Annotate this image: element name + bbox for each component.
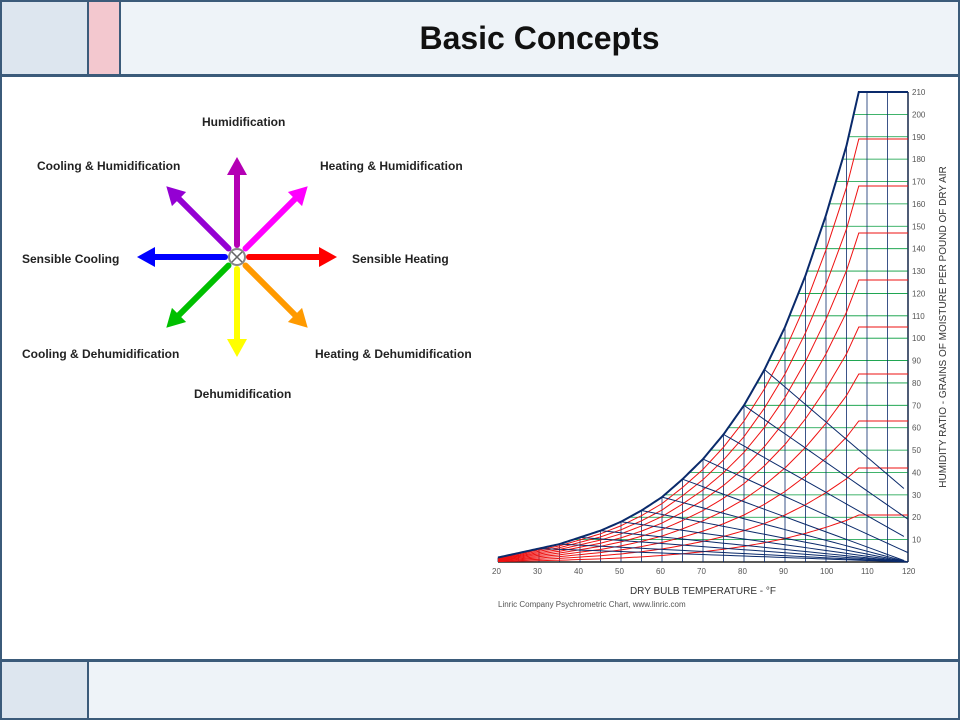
svg-text:70: 70 (697, 567, 706, 576)
svg-text:30: 30 (912, 491, 921, 500)
svg-text:190: 190 (912, 133, 926, 142)
svg-text:90: 90 (912, 357, 921, 366)
arrow-label: Heating & Humidification (320, 159, 463, 173)
svg-text:Linric Company Psychrometric C: Linric Company Psychrometric Chart, www.… (498, 600, 686, 609)
svg-text:110: 110 (912, 312, 925, 321)
arrow-label: Cooling & Humidification (37, 159, 180, 173)
arrow-label: Humidification (202, 115, 285, 129)
svg-text:120: 120 (902, 567, 916, 576)
slide: Basic Concepts Humidification Heating & H… (0, 0, 960, 720)
svg-text:60: 60 (656, 567, 665, 576)
svg-text:180: 180 (912, 155, 926, 164)
header-accent-pink (89, 2, 121, 74)
svg-text:130: 130 (912, 267, 926, 276)
psychrometric-chart: 10 20 30 40 50 60 70 80 90 100 110 120 130 140 150 160 1… (468, 82, 948, 612)
title-wrap: Basic Concepts (121, 2, 958, 74)
svg-text:70: 70 (912, 401, 921, 410)
svg-text:160: 160 (912, 200, 926, 209)
svg-text:40: 40 (574, 567, 583, 576)
svg-text:210: 210 (912, 88, 926, 97)
svg-text:HUMIDITY RATIO - GRAINS OF MOI: HUMIDITY RATIO - GRAINS OF MOISTURE PER … (938, 166, 948, 488)
svg-text:80: 80 (912, 379, 921, 388)
svg-text:120: 120 (912, 289, 926, 298)
svg-text:150: 150 (912, 222, 926, 231)
content-area: Humidification Heating & Humidification Se… (2, 77, 958, 662)
page-title: Basic Concepts (419, 20, 659, 57)
arrow-label: Heating & Dehumidification (315, 347, 472, 361)
svg-text:50: 50 (615, 567, 624, 576)
arrow-label: Dehumidification (194, 387, 291, 401)
svg-text:10: 10 (912, 536, 921, 545)
header-bar: Basic Concepts (2, 2, 958, 77)
svg-text:110: 110 (861, 567, 874, 576)
svg-text:200: 200 (912, 110, 926, 119)
svg-text:50: 50 (912, 446, 921, 455)
header-accent-blue (2, 2, 89, 74)
arrow-label: Sensible Cooling (22, 252, 119, 266)
psychrometric-svg: 10 20 30 40 50 60 70 80 90 100 110 120 130 140 150 160 1… (468, 82, 948, 612)
arrow-label: Cooling & Dehumidification (22, 347, 179, 361)
svg-text:100: 100 (820, 567, 834, 576)
arrow-label: Sensible Heating (352, 252, 449, 266)
svg-text:20: 20 (492, 567, 501, 576)
footer-bar (2, 659, 958, 718)
footer-accent-blue (2, 662, 89, 718)
svg-text:140: 140 (912, 245, 926, 254)
svg-text:170: 170 (912, 178, 926, 187)
svg-text:90: 90 (779, 567, 788, 576)
svg-text:100: 100 (912, 334, 926, 343)
process-arrows-diagram: HumidificationHeating & HumidificationSe… (12, 87, 457, 447)
svg-text:60: 60 (912, 424, 921, 433)
svg-text:80: 80 (738, 567, 747, 576)
svg-text:30: 30 (533, 567, 542, 576)
svg-text:DRY BULB TEMPERATURE - °F: DRY BULB TEMPERATURE - °F (630, 586, 776, 597)
svg-text:20: 20 (912, 513, 921, 522)
svg-text:40: 40 (912, 468, 921, 477)
